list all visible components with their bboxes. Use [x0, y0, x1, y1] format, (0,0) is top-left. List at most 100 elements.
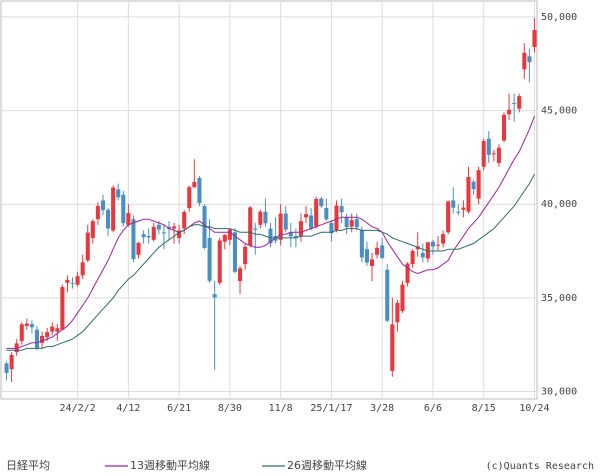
x-tick-label: 8/15 — [472, 403, 496, 414]
candle-body — [400, 284, 405, 311]
candle-body — [405, 263, 410, 283]
candle-body — [131, 219, 136, 260]
candle-body — [85, 232, 90, 261]
candle-body — [227, 229, 232, 240]
candle-body — [100, 200, 106, 211]
candle-body — [309, 215, 314, 229]
candle-body — [304, 214, 309, 218]
candle-body — [375, 247, 380, 255]
candle-body — [55, 328, 60, 332]
candle-body — [19, 324, 24, 341]
candle-body — [329, 222, 334, 234]
candle-body — [501, 114, 507, 141]
x-tick-label: 6/6 — [424, 403, 442, 414]
candle-body — [90, 221, 95, 238]
candle-body — [385, 269, 390, 321]
candle-body — [212, 294, 217, 298]
candle-body — [471, 181, 476, 190]
candle-body — [146, 236, 151, 238]
candle-body — [456, 211, 461, 213]
candle-body — [187, 187, 192, 208]
candle-body — [364, 249, 369, 263]
candle-body — [314, 198, 319, 227]
candle-body — [29, 324, 34, 328]
candle-body — [435, 244, 441, 246]
candle-body — [354, 219, 359, 228]
candle-body — [339, 206, 344, 213]
y-tick-label: 50,000 — [541, 12, 577, 23]
candle-body — [446, 201, 451, 233]
candle-body — [238, 268, 243, 282]
candle-body — [486, 138, 491, 155]
candle-body — [430, 241, 435, 247]
moving-average-line — [6, 116, 535, 349]
legend-label: 13週移動平均線 — [130, 458, 210, 472]
candle-body — [425, 242, 430, 259]
x-tick-label: 8/30 — [218, 403, 242, 414]
candle-body — [496, 147, 501, 164]
candle-body — [116, 189, 121, 198]
x-tick-label: 6/21 — [167, 403, 191, 414]
candle-body — [466, 176, 471, 212]
candle-body — [106, 209, 111, 229]
x-tick-label: 11/8 — [269, 403, 293, 414]
credit: (c)Quants Research — [486, 461, 594, 472]
candle-body — [166, 226, 172, 229]
candle-body — [344, 217, 349, 227]
candle-body — [268, 228, 273, 244]
candle-body — [298, 221, 303, 237]
candle-body — [14, 343, 19, 353]
candle-body — [50, 326, 55, 332]
candle-body — [507, 109, 512, 115]
x-tick-label: 4/12 — [116, 403, 140, 414]
candle-body — [45, 332, 50, 338]
candle-body — [192, 181, 197, 188]
candle-body — [461, 207, 466, 210]
candle-body — [222, 234, 227, 242]
candle-body — [95, 205, 100, 220]
candle-body — [75, 276, 80, 285]
candle-body — [65, 279, 70, 283]
candle-body — [481, 140, 486, 167]
moving-average-line — [6, 173, 535, 351]
candle-body — [248, 207, 253, 246]
candle-body — [522, 52, 527, 70]
candle-body — [283, 213, 288, 230]
candle-body — [451, 200, 456, 208]
candle-body — [476, 170, 481, 199]
candle-body — [151, 226, 156, 240]
legend: 日経平均 13週移動平均線 26週移動平均線 (c)Quants Researc… — [6, 458, 594, 472]
candle-body — [512, 103, 517, 105]
candle-body — [278, 213, 283, 240]
x-tick-label: 10/24 — [519, 403, 549, 414]
candle-body — [491, 153, 496, 155]
candle-body — [253, 228, 258, 230]
legend-label: 日経平均 — [6, 459, 50, 472]
candle-body — [207, 237, 212, 281]
candle-body — [217, 240, 222, 283]
candle-body — [324, 207, 329, 220]
candle-body — [390, 324, 395, 371]
candle-body — [40, 335, 45, 343]
candle-body — [263, 211, 268, 224]
candle-body — [197, 177, 202, 204]
candle-body — [9, 354, 14, 370]
candle-body — [334, 205, 339, 231]
candle-body — [243, 246, 248, 265]
candle-body — [136, 242, 141, 255]
legend-label: 26週移動平均線 — [287, 458, 367, 472]
candle-body — [111, 187, 116, 231]
x-tick-label: 25/1/17 — [310, 403, 352, 414]
candle-body — [527, 56, 532, 63]
candle-body — [161, 232, 166, 234]
y-tick-label: 40,000 — [541, 199, 577, 210]
x-tick-label: 24/2/2 — [60, 403, 96, 414]
candle-body — [441, 234, 446, 244]
candle-body — [4, 363, 9, 373]
candle-body — [232, 232, 237, 272]
candle-body — [156, 224, 161, 230]
candle-body — [182, 212, 187, 229]
candle-body — [34, 329, 40, 349]
candle-body — [349, 220, 354, 227]
